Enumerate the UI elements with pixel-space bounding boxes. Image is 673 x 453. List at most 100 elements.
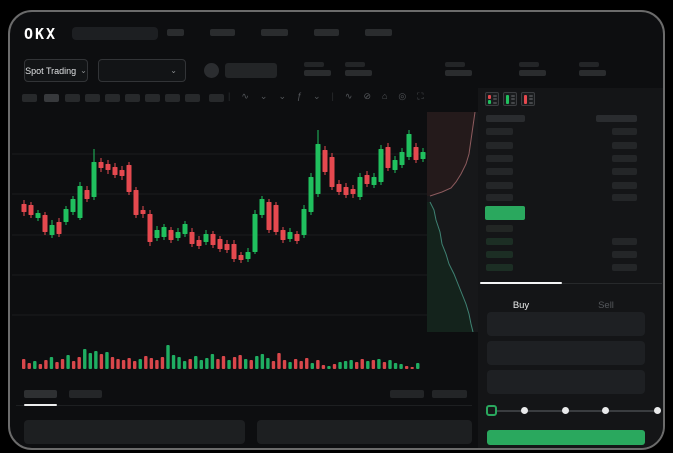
timeframe-button-3[interactable] <box>85 94 100 102</box>
tab-buy[interactable]: Buy <box>512 300 530 311</box>
bottom-tab-1[interactable] <box>69 390 102 398</box>
ask-row-price-3[interactable] <box>486 168 513 175</box>
ask-row-price-0[interactable] <box>486 128 513 135</box>
camera-icon[interactable]: ⌂ <box>381 91 388 101</box>
candle-style-icon[interactable]: ∿ <box>241 91 249 101</box>
ask-row-amount-4 <box>612 182 637 189</box>
chevron-down-icon: ⌄ <box>80 65 87 75</box>
candlestick-chart[interactable] <box>12 112 472 337</box>
ask-row-amount-0 <box>612 128 637 135</box>
nav-item-4[interactable] <box>365 29 392 36</box>
orderbook-header-left <box>486 115 525 122</box>
nav-item-3[interactable] <box>314 29 339 36</box>
settings-icon[interactable]: ◎ <box>398 91 407 101</box>
last-price-badge[interactable] <box>485 206 525 220</box>
line-glyph <box>493 101 497 104</box>
line-chart-icon[interactable]: ∿ <box>344 91 353 101</box>
timeframe-button-1[interactable] <box>44 94 59 102</box>
chevron-down-icon[interactable]: ⌄ <box>259 91 268 101</box>
active-tab-underline <box>480 282 562 284</box>
stat-label-3 <box>519 62 539 67</box>
color-segment <box>488 100 491 104</box>
chevron-down-icon[interactable]: ⌄ <box>313 91 321 101</box>
bottom-action-0[interactable] <box>390 390 424 398</box>
orderbook-bids-view-icon[interactable] <box>503 92 517 106</box>
coin-avatar <box>204 63 219 78</box>
stat-value-1 <box>345 70 372 76</box>
ask-row-amount-1 <box>612 142 637 149</box>
search-input[interactable] <box>72 27 158 40</box>
timeframe-button-7[interactable] <box>165 94 180 102</box>
bottom-field-1[interactable] <box>257 420 472 444</box>
bottom-tab-0[interactable] <box>24 390 57 398</box>
app-window: OKX Spot Trading ⌄ ⌄ | ∿ ⌄ ⌄ ƒ ⌄ | ∿ ⊘ ⌂ ◎ ⛶ <box>8 10 665 450</box>
nav-item-1[interactable] <box>210 29 235 36</box>
timeframe-button-8[interactable] <box>185 94 200 102</box>
bid-row-price-3[interactable] <box>486 264 513 271</box>
depth-chart[interactable] <box>427 111 479 333</box>
orderbook-split-view-icon[interactable] <box>485 92 499 106</box>
order-input-1[interactable] <box>487 341 645 365</box>
bid-row-price-2[interactable] <box>486 251 513 258</box>
ask-row-amount-2 <box>612 155 637 162</box>
ask-row-price-4[interactable] <box>486 182 513 189</box>
bid-row-amount-1 <box>612 238 637 245</box>
timeframe-button-4[interactable] <box>105 94 120 102</box>
line-glyph <box>493 95 497 97</box>
ask-row-amount-5 <box>612 194 637 201</box>
color-segment <box>488 95 491 99</box>
bid-row-price-0[interactable] <box>486 225 513 232</box>
ask-row-price-5[interactable] <box>486 194 513 201</box>
line-glyph <box>529 101 533 104</box>
stat-value-0 <box>304 70 331 76</box>
slider-stop-1[interactable] <box>520 407 528 414</box>
line-glyph <box>493 98 497 101</box>
indicators-icon[interactable]: ƒ <box>296 91 302 101</box>
stat-label-1 <box>345 62 365 67</box>
bid-row-price-1[interactable] <box>486 238 513 245</box>
order-input-0[interactable] <box>487 312 645 336</box>
bid-row-amount-2 <box>612 251 637 258</box>
timeframe-button-6[interactable] <box>145 94 160 102</box>
timeframe-button-2[interactable] <box>65 94 80 102</box>
ask-row-price-1[interactable] <box>486 142 513 149</box>
color-segment <box>506 95 509 104</box>
slider-stop-4[interactable] <box>653 407 661 414</box>
stat-label-2 <box>445 62 465 67</box>
market-selector-button[interactable]: Spot Trading ⌄ <box>24 59 88 82</box>
draw-tool-icon[interactable]: ⊘ <box>363 91 371 101</box>
bottom-tab-underline <box>24 404 57 406</box>
chevron-down-icon: ⌄ <box>170 65 177 75</box>
slider-stop-3[interactable] <box>602 407 610 414</box>
tab-sell[interactable]: Sell <box>598 300 614 311</box>
timeframe-button-0[interactable] <box>22 94 37 102</box>
bid-row-amount-3 <box>612 264 637 271</box>
chevron-down-icon[interactable]: ⌄ <box>278 91 286 101</box>
pair-select-dropdown[interactable]: ⌄ <box>98 59 186 82</box>
color-segment <box>524 95 527 104</box>
stat-value-2 <box>445 70 472 76</box>
amount-slider[interactable] <box>491 410 657 412</box>
nav-item-2[interactable] <box>261 29 288 36</box>
bottom-action-1[interactable] <box>432 390 467 398</box>
stat-label-0 <box>304 62 324 67</box>
nav-item-0[interactable] <box>167 29 184 36</box>
line-glyph <box>511 95 515 97</box>
timeframe-button-5[interactable] <box>125 94 140 102</box>
order-input-2[interactable] <box>487 370 645 394</box>
stat-value-3 <box>519 70 546 76</box>
ask-row-price-2[interactable] <box>486 155 513 162</box>
slider-handle[interactable] <box>486 405 497 416</box>
divider <box>16 405 472 406</box>
ask-row-amount-3 <box>612 168 637 175</box>
line-glyph <box>529 95 533 97</box>
orderbook-header-right <box>596 115 637 122</box>
market-selector-label: Spot Trading <box>25 65 77 76</box>
buy-submit-button[interactable] <box>487 430 645 445</box>
timeframe-button-9[interactable] <box>209 94 224 102</box>
orderbook-asks-view-icon[interactable] <box>521 92 535 106</box>
bottom-field-0[interactable] <box>24 420 245 444</box>
slider-stop-2[interactable] <box>562 407 570 414</box>
fullscreen-icon[interactable]: ⛶ <box>417 91 424 101</box>
